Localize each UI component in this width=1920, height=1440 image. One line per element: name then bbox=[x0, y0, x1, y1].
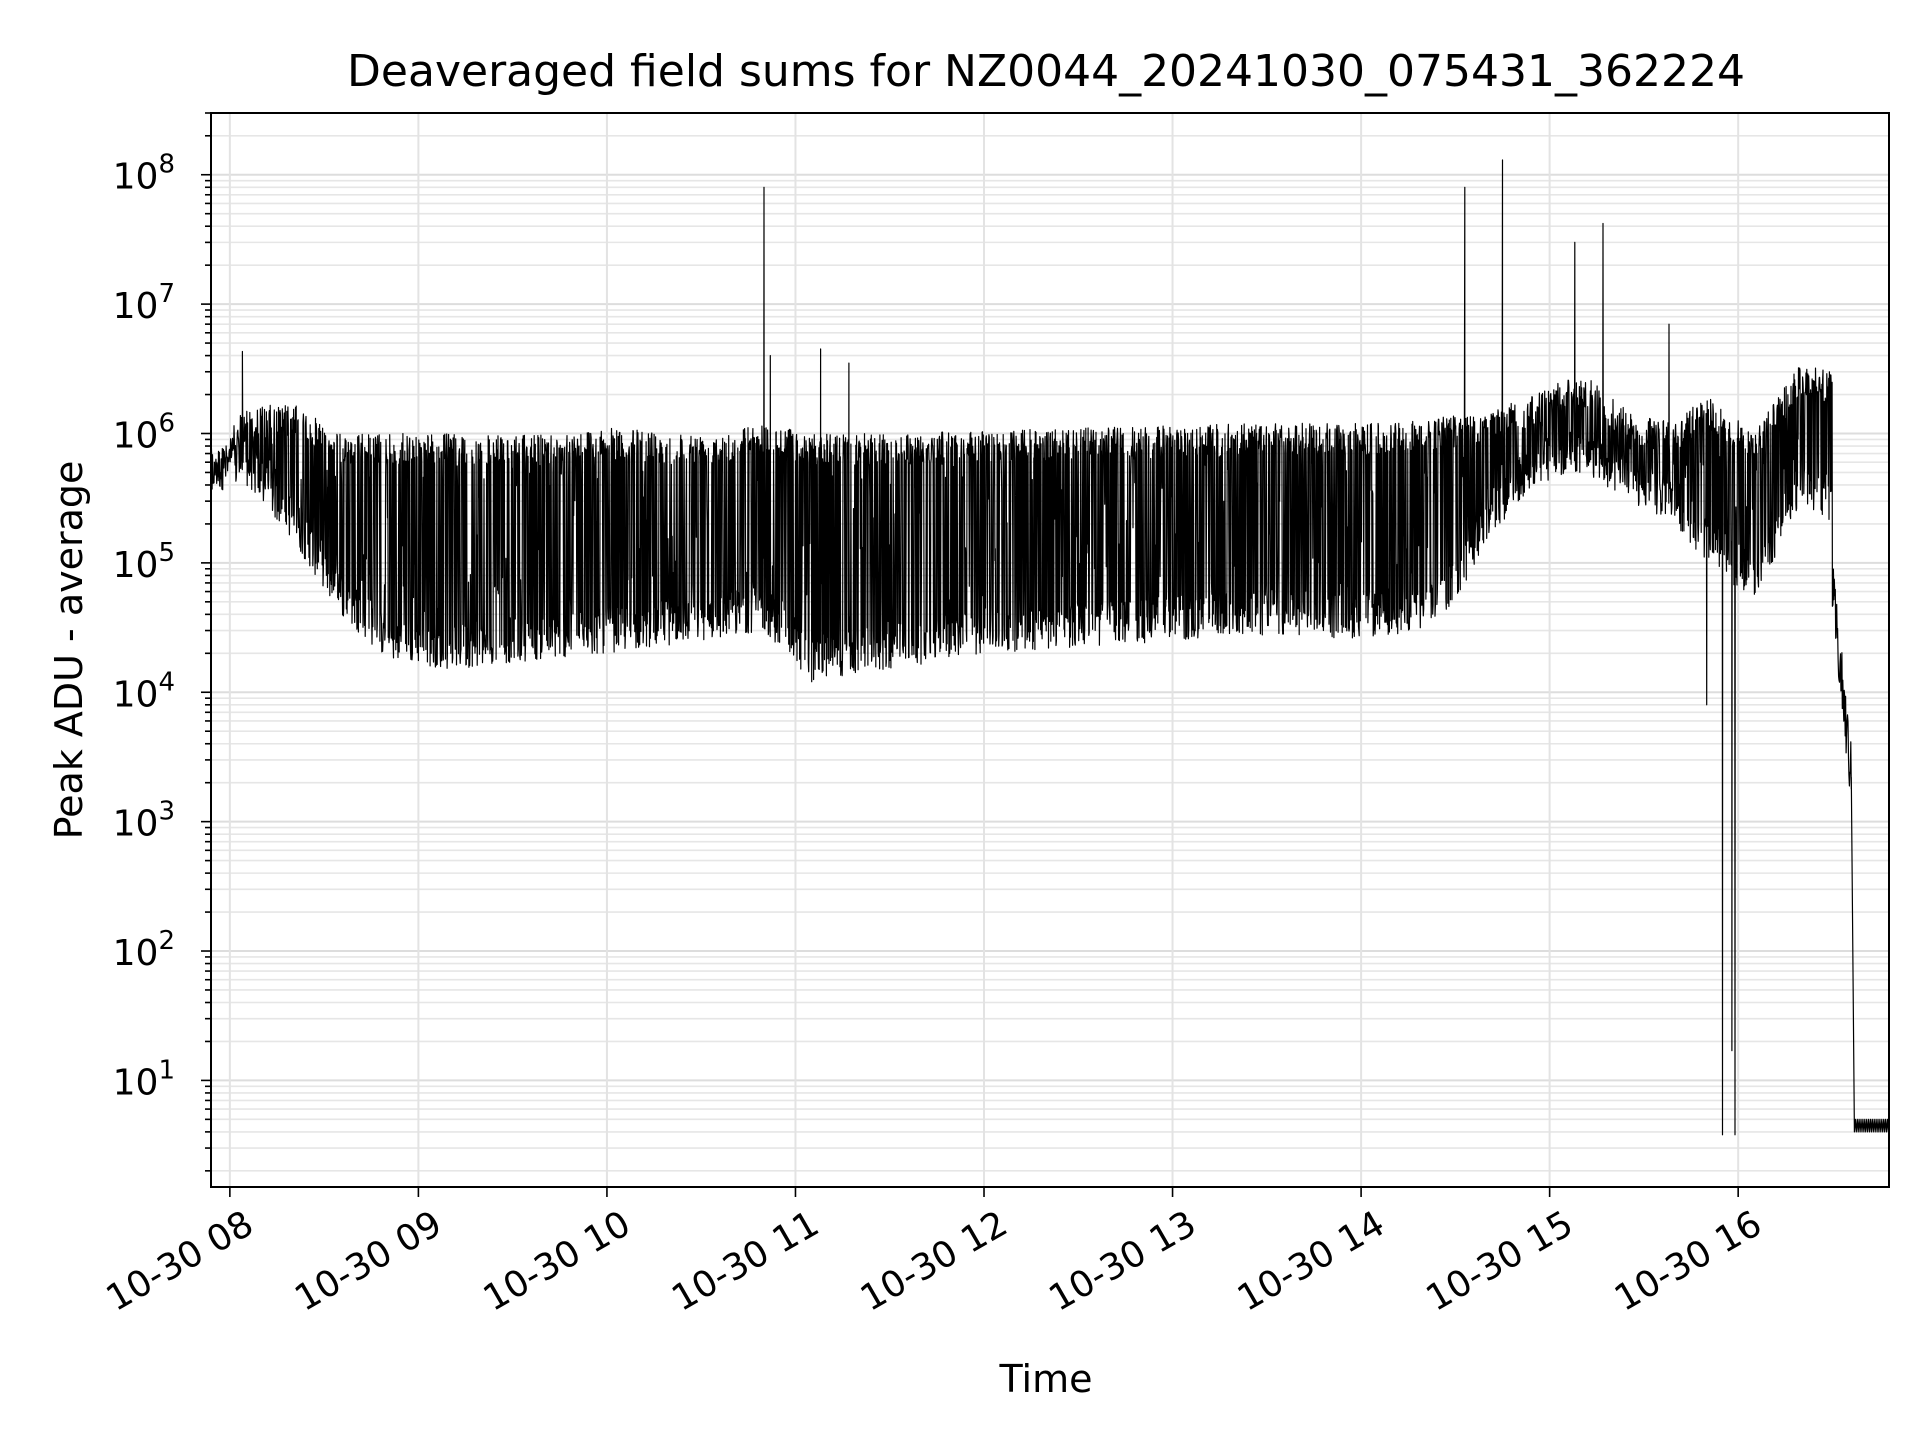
y-tick-label: 104 bbox=[113, 667, 175, 715]
y-axis-label: Peak ADU - average bbox=[47, 461, 91, 840]
plot-frame bbox=[210, 112, 1890, 1188]
y-tick-label: 105 bbox=[113, 538, 175, 586]
data-series bbox=[210, 159, 1890, 1136]
y-tick-label: 103 bbox=[113, 797, 175, 845]
y-tick-label: 106 bbox=[113, 408, 175, 456]
y-tick-label: 107 bbox=[113, 279, 175, 327]
y-tick-label: 108 bbox=[113, 150, 175, 198]
series-line bbox=[210, 159, 1890, 1136]
y-tick-label: 102 bbox=[113, 926, 175, 974]
y-tick-label: 101 bbox=[113, 1055, 175, 1103]
x-axis-label: Time bbox=[999, 1357, 1093, 1401]
chart-title: Deaveraged field sums for NZ0044_2024103… bbox=[347, 46, 1745, 97]
grid bbox=[211, 112, 1889, 1187]
